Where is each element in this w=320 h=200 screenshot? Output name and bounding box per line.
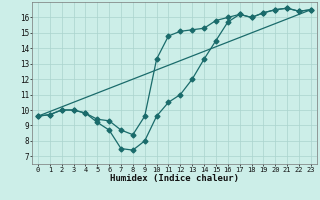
X-axis label: Humidex (Indice chaleur): Humidex (Indice chaleur)	[110, 174, 239, 183]
